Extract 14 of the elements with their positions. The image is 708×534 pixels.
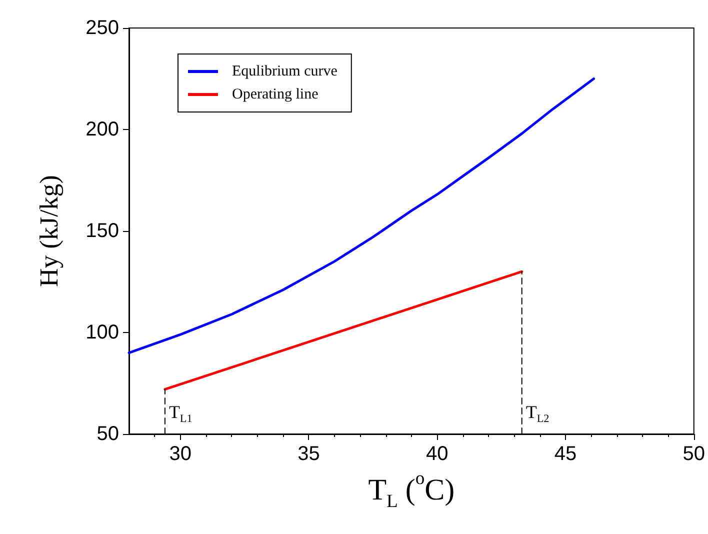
y-axis-title: Hy (kJ/kg)	[34, 175, 64, 287]
y-tick-label: 150	[86, 220, 119, 242]
x-tick-label: 35	[298, 443, 320, 465]
y-tick-label: 50	[96, 423, 119, 445]
y-tick-label: 200	[86, 118, 119, 140]
y-tick-label: 250	[86, 17, 119, 39]
legend-label: Operating line	[232, 86, 319, 102]
x-tick-label: 45	[554, 443, 577, 465]
x-tick-label: 30	[169, 443, 192, 465]
x-tick-label: 40	[426, 443, 448, 465]
y-tick-label: 100	[86, 322, 119, 344]
legend-label: Equlibrium curve	[232, 64, 338, 80]
x-tick-label: 50	[682, 443, 705, 465]
line-series	[128, 78, 595, 354]
